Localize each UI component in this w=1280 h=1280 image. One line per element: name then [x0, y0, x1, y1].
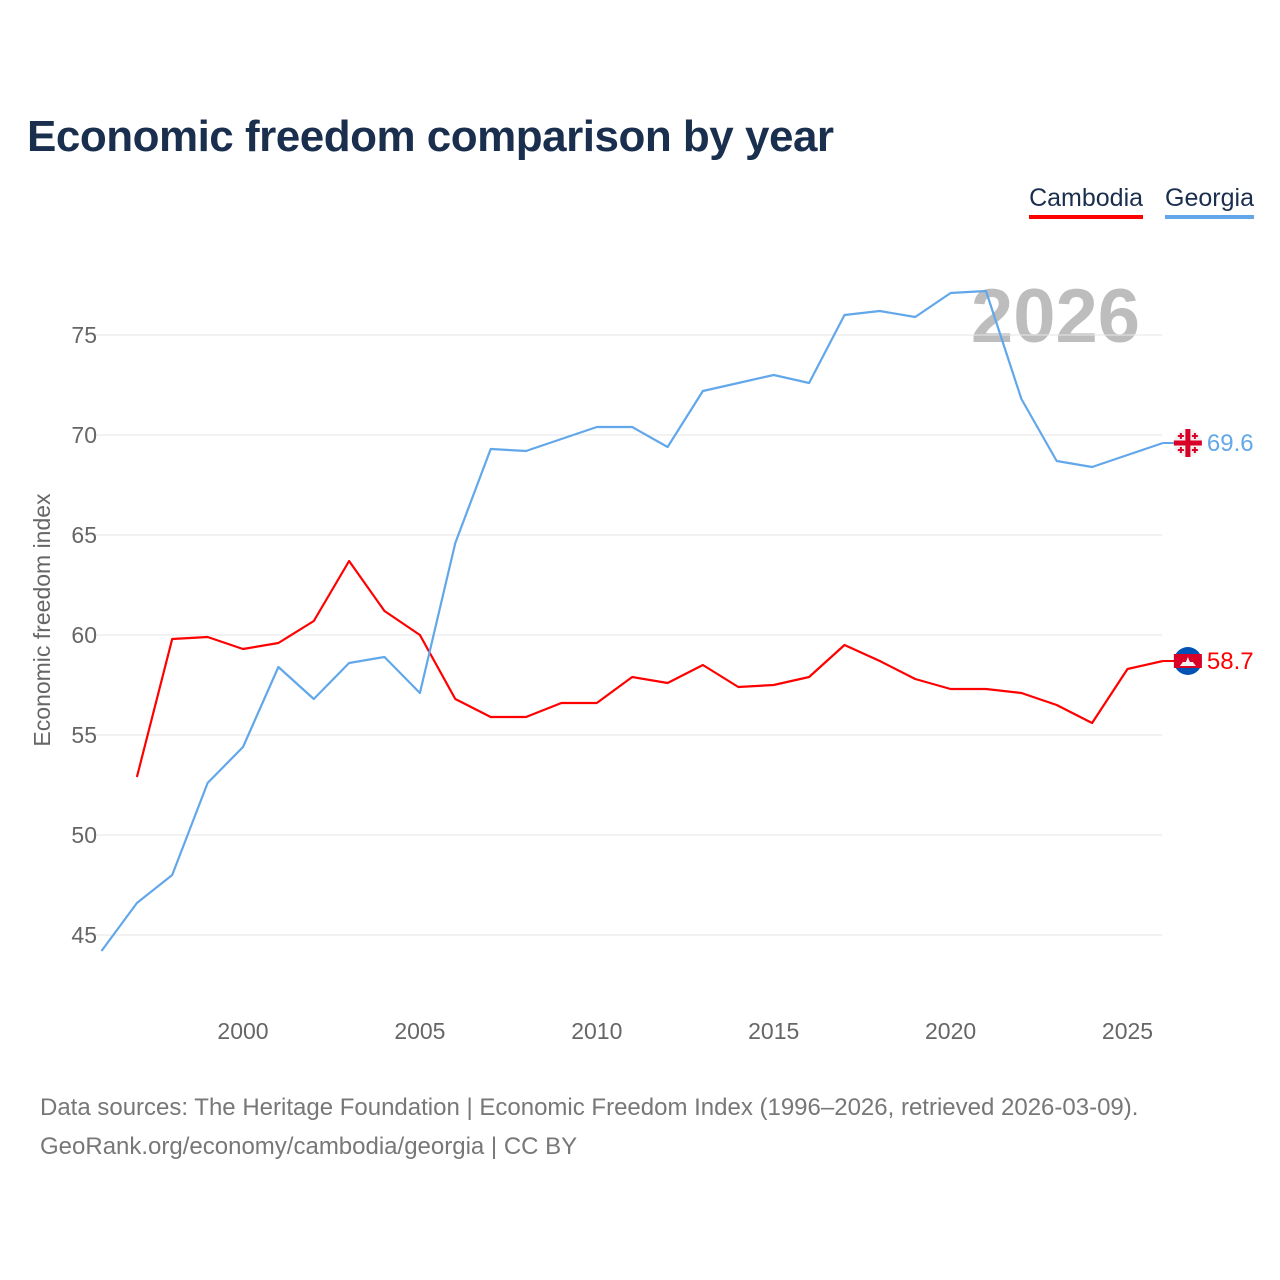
y-tick-label: 50 [71, 822, 97, 848]
x-tick-label: 2025 [1102, 1018, 1153, 1044]
flag-cross [1185, 429, 1191, 457]
data-source: Data sources: The Heritage Foundation | … [40, 1088, 1138, 1166]
legend-item-georgia[interactable]: Georgia [1165, 184, 1254, 219]
series-line-georgia [100, 289, 1164, 952]
flag-small-cross [1179, 447, 1182, 453]
x-tick-label: 2015 [748, 1018, 799, 1044]
flag-small-cross [1193, 447, 1196, 453]
legend-item-cambodia[interactable]: Cambodia [1029, 184, 1144, 219]
y-tick-label: 75 [71, 322, 97, 348]
flag-small-cross [1179, 433, 1182, 439]
y-tick-label: 55 [71, 722, 97, 748]
series-line-cambodia [135, 559, 1164, 778]
year-watermark: 2026 [971, 274, 1140, 359]
x-tick-label: 2000 [217, 1018, 268, 1044]
georgia-flag-icon [1173, 429, 1202, 457]
flag-temple [1179, 657, 1196, 666]
y-tick-label: 70 [71, 422, 97, 448]
y-tick-label: 45 [71, 922, 97, 948]
flag-small-cross [1193, 433, 1196, 439]
y-tick-label: 65 [71, 522, 97, 548]
x-tick-label: 2010 [571, 1018, 622, 1044]
y-tick-label: 60 [71, 622, 97, 648]
x-tick-label: 2005 [394, 1018, 445, 1044]
cambodia-flag-icon [1173, 647, 1202, 675]
source-line-1: Data sources: The Heritage Foundation | … [40, 1094, 1139, 1121]
legend: Cambodia Georgia [1029, 184, 1254, 219]
chart-title: Economic freedom comparison by year [27, 112, 834, 161]
source-line-2[interactable]: GeoRank.org/economy/cambodia/georgia | C… [40, 1133, 578, 1160]
end-value-label: 58.7 [1207, 648, 1254, 675]
end-value-label: 69.6 [1207, 430, 1254, 457]
x-tick-label: 2020 [925, 1018, 976, 1044]
y-axis-label: Economic freedom index [29, 493, 55, 747]
